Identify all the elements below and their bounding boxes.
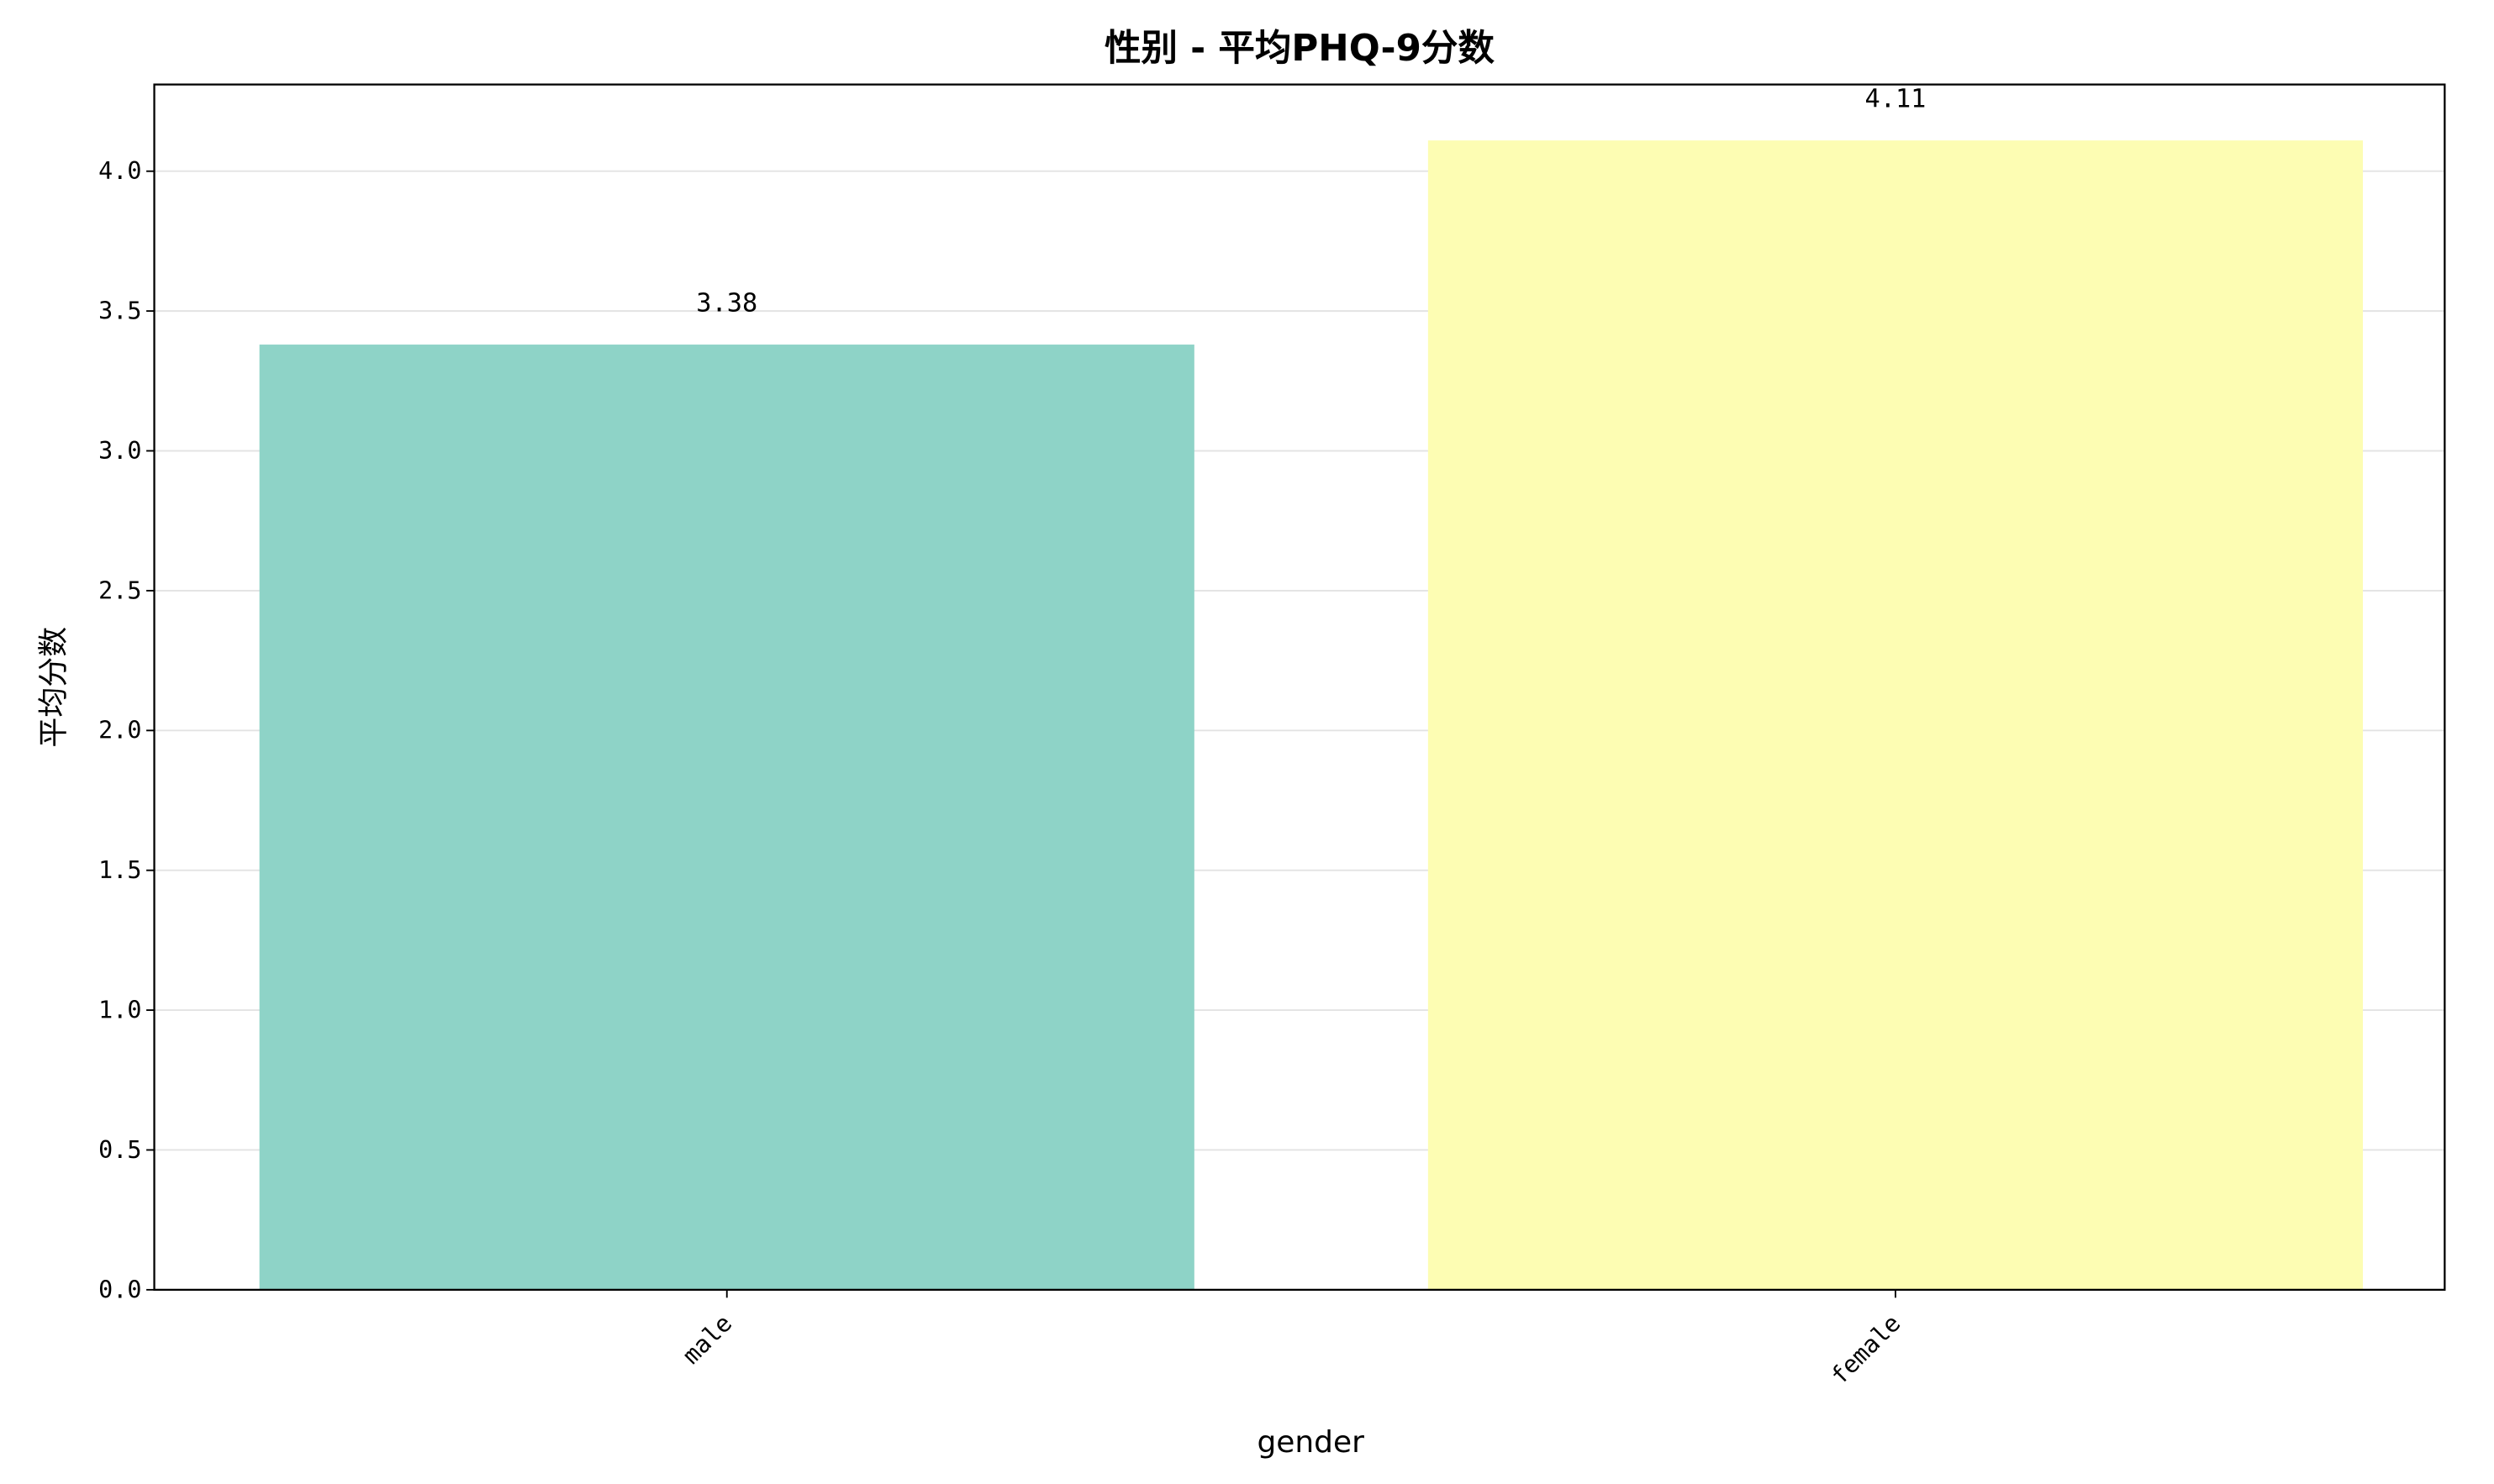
data-label: 4.11: [1865, 84, 1927, 113]
bar-male: [259, 345, 1194, 1290]
y-axis-label: 平均分数: [37, 627, 71, 748]
chart-title: 性别 - 平均PHQ-9分数: [1105, 28, 1495, 70]
y-tick-label: 1.0: [98, 997, 141, 1024]
y-tick-label: 2.0: [98, 717, 141, 745]
y-tick-label: 0.5: [98, 1136, 141, 1164]
y-tick-label: 0.0: [98, 1276, 141, 1303]
y-tick-label: 3.5: [98, 297, 141, 325]
bar-female: [1427, 140, 2364, 1290]
y-tick-label: 3.0: [98, 437, 141, 465]
y-axis-ticks: 0.0 0.5 1.0 1.5 2.0 2.5 3.0 3.5 4.0: [98, 157, 155, 1303]
x-tick-label: male: [678, 1309, 738, 1370]
data-label: 3.38: [696, 288, 757, 318]
x-axis-ticks: male female: [678, 1289, 1906, 1390]
y-tick-label: 2.5: [98, 576, 141, 604]
y-tick-label: 1.5: [98, 856, 141, 884]
x-tick-label: female: [1826, 1309, 1906, 1390]
bars: [259, 140, 2364, 1290]
y-tick-label: 4.0: [98, 157, 141, 185]
x-axis-label: gender: [1257, 1425, 1364, 1460]
plot-frame: [153, 83, 2446, 1292]
data-labels: 3.38 4.11: [696, 84, 1926, 318]
